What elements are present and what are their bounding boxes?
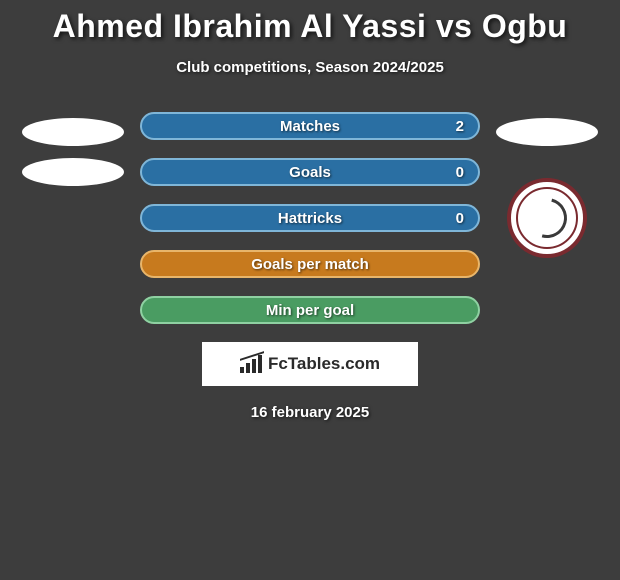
stat-bar-hattricks: Hattricks 0: [140, 204, 480, 232]
badge-swoosh-icon: [520, 191, 575, 246]
stat-label: Goals: [289, 164, 331, 181]
stat-bar-goals-per-match: Goals per match: [140, 250, 480, 278]
left-player-column: [18, 112, 128, 186]
stat-value: 0: [456, 210, 464, 227]
date-label: 16 february 2025: [0, 404, 620, 421]
page-title: Ahmed Ibrahim Al Yassi vs Ogbu: [0, 8, 620, 45]
club-badge: [507, 178, 587, 258]
stat-bar-matches: Matches 2: [140, 112, 480, 140]
player-placeholder-oval: [496, 118, 598, 146]
stat-value: 0: [456, 164, 464, 181]
main-row: Matches 2 Goals 0 Hattricks 0 Goals per …: [0, 112, 620, 324]
brand-label: FcTables.com: [268, 354, 380, 374]
subtitle: Club competitions, Season 2024/2025: [0, 59, 620, 76]
club-badge-inner: [516, 187, 578, 249]
brand-box[interactable]: FcTables.com: [202, 342, 418, 386]
player-placeholder-oval: [22, 158, 124, 186]
chart-icon: [240, 355, 262, 373]
player-placeholder-oval: [22, 118, 124, 146]
stat-label: Hattricks: [278, 210, 342, 227]
right-player-column: [492, 112, 602, 258]
stat-bar-goals: Goals 0: [140, 158, 480, 186]
stat-value: 2: [456, 118, 464, 135]
comparison-card: Ahmed Ibrahim Al Yassi vs Ogbu Club comp…: [0, 0, 620, 421]
stat-label: Min per goal: [266, 302, 354, 319]
stat-label: Matches: [280, 118, 340, 135]
stats-column: Matches 2 Goals 0 Hattricks 0 Goals per …: [140, 112, 480, 324]
stat-bar-min-per-goal: Min per goal: [140, 296, 480, 324]
stat-label: Goals per match: [251, 256, 369, 273]
